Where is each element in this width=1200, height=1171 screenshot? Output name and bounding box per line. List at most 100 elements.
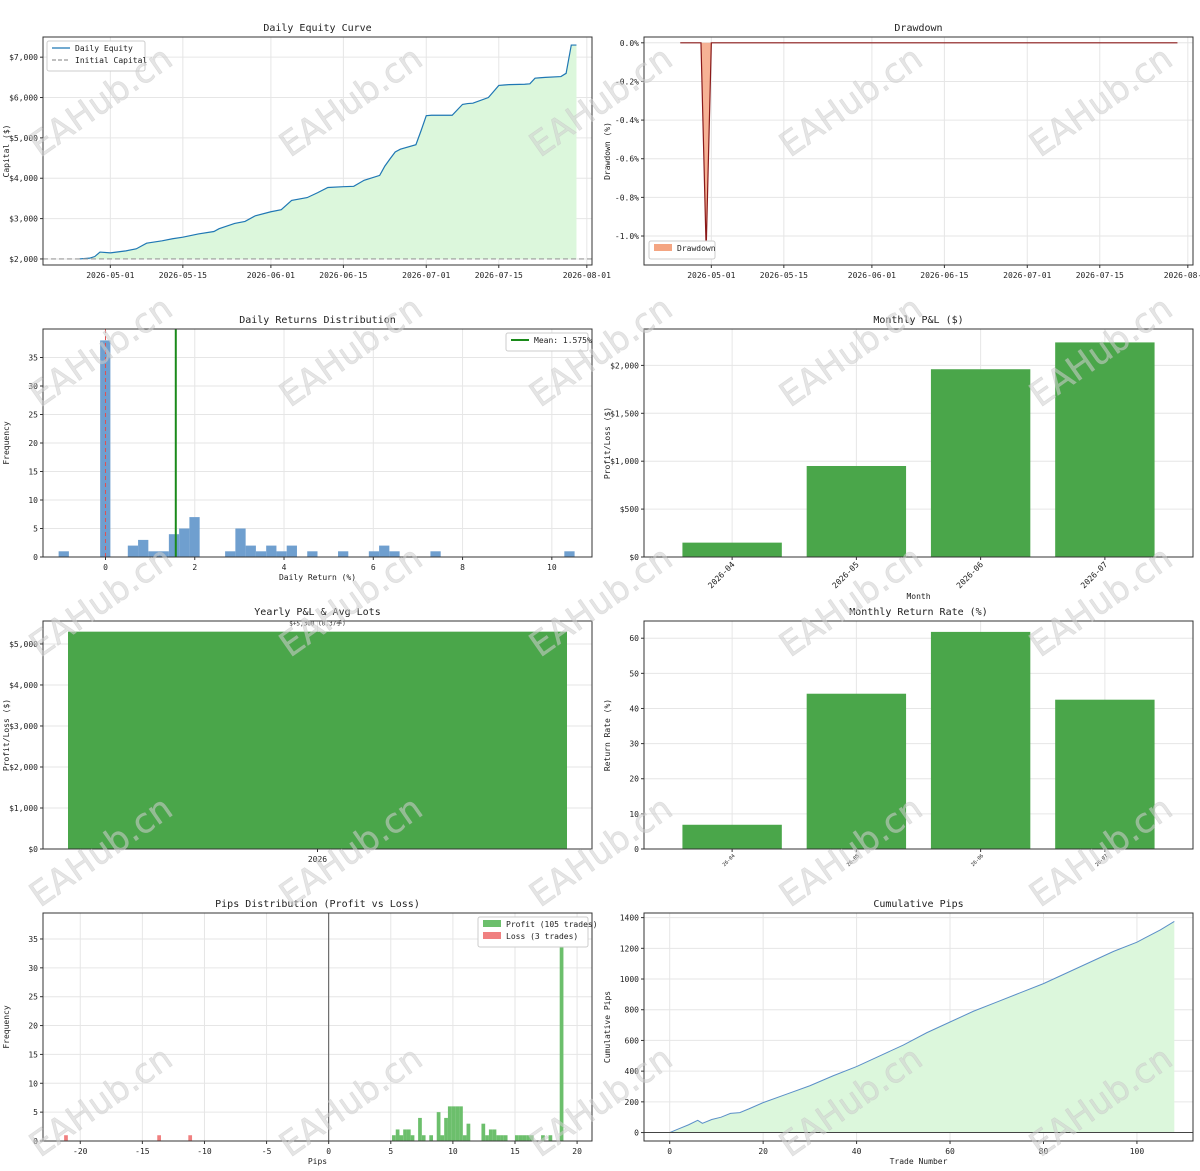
equity-legend: Daily Equity Initial Capital	[46, 40, 147, 72]
returns-y-tick-label: 35	[28, 354, 38, 363]
monthly_pnl-y-tick-label: $0	[629, 553, 639, 562]
pips-profit-bar	[522, 1135, 527, 1141]
cum_pips-x-tick-label: 80	[1039, 1147, 1049, 1156]
returns-legend-label: Mean: 1.575%	[534, 336, 592, 345]
pips-legend-swatch	[483, 920, 501, 927]
monthly_pnl-y-axis-label: Profit/Loss ($)	[603, 407, 612, 479]
pips-profit-bar	[403, 1129, 407, 1141]
pips-profit-bar	[395, 1129, 400, 1141]
pips-legend-label: Loss (3 trades)	[506, 932, 578, 941]
watermark-text: EAHub.cn	[772, 38, 930, 165]
pips-profit-bar	[392, 1135, 396, 1141]
returns-x-tick-label: 4	[282, 563, 287, 572]
monthly_pnl-bar	[806, 465, 907, 557]
pips-profit-bar	[526, 1135, 530, 1141]
pips-profit-bar	[451, 1106, 456, 1141]
returns-histogram-bar	[276, 551, 287, 557]
monthly_rate-bar	[930, 631, 1031, 849]
drawdown-area-fill	[680, 42, 1178, 250]
returns-histogram-bar	[564, 551, 575, 557]
drawdown-chart: Drawdown Drawdown (%) 0.0% -0.2% -0.4% -0.6% -…	[603, 23, 1200, 280]
returns-legend: Mean: 1.575%	[505, 332, 592, 352]
returns-histogram-bar	[379, 545, 390, 557]
equity-legend-label: Initial Capital	[75, 56, 147, 65]
drawdown-x-tick-label: 2026-06-01	[848, 271, 896, 280]
yearly_pnl-y-tick-label: $5,000	[9, 640, 38, 649]
monthly_pnl-y-tick-label: $1,500	[610, 409, 639, 418]
monthly_pnl-y-tick-label: $500	[620, 505, 639, 514]
pips-y-tick-label: 20	[28, 1022, 38, 1031]
returns-histogram-bar	[430, 551, 441, 557]
cum_pips-x-tick-label: 20	[758, 1147, 768, 1156]
yearly_pnl-chart: Yearly P&L & Avg Lots Profit/Loss ($) $0 $1…	[2, 607, 593, 864]
monthly_rate-bar	[1055, 699, 1155, 849]
monthly_rate-y-tick-label: 60	[629, 634, 639, 643]
monthly_pnl-x-axis-label: Month	[906, 592, 930, 601]
yearly_pnl-y-tick-label: $4,000	[9, 681, 38, 690]
pips-profit-bar	[399, 1135, 404, 1141]
pips-profit-bar	[481, 1123, 486, 1141]
drawdown-y-tick-label: 0.0%	[620, 39, 639, 48]
cum_pips-y-tick-label: 1000	[620, 975, 639, 984]
watermark-text: EAHub.cn	[272, 1038, 430, 1165]
drawdown-x-tick-label: 2026-08-01	[1164, 271, 1200, 280]
pips-profit-bar	[529, 1135, 534, 1141]
monthly-pnl-x-tick-label: 2026-04	[706, 560, 736, 590]
monthly_rate-chart: Monthly Return Rate (%) Return Rate (%) 0 1…	[603, 607, 1194, 868]
yearly_pnl-y-tick-label: $3,000	[9, 722, 38, 731]
yearly_pnl-y-tick-label: $1,000	[9, 804, 38, 813]
pips-profit-bar	[459, 1106, 463, 1141]
pips-loss-bar	[64, 1135, 68, 1141]
returns-histogram-bar	[58, 551, 69, 557]
watermark-text: EAHub.cn	[1022, 38, 1180, 165]
pips-profit-bar	[488, 1129, 493, 1141]
returns-histogram-bar	[158, 551, 169, 557]
pips-x-tick-label: 5	[388, 1147, 393, 1156]
cum_pips-y-tick-label: 1400	[620, 914, 639, 923]
equity-x-tick-label: 2026-07-15	[475, 271, 523, 280]
monthly_pnl-y-tick-label: $1,000	[610, 457, 639, 466]
pips-profit-bar	[485, 1135, 489, 1141]
returns-title: Daily Returns Distribution	[239, 315, 396, 326]
monthly_rate-title: Monthly Return Rate (%)	[849, 607, 987, 618]
cum_pips-y-tick-label: 200	[625, 1098, 640, 1107]
pips-y-tick-label: 35	[28, 935, 38, 944]
cum_pips-y-axis-label: Cumulative Pips	[603, 991, 612, 1063]
pips-profit-bar	[541, 1135, 545, 1141]
cum_pips-x-tick-label: 100	[1130, 1147, 1145, 1156]
returns-y-tick-label: 5	[33, 525, 38, 534]
monthly_rate-y-axis-label: Return Rate (%)	[603, 699, 612, 771]
pips-profit-bar	[496, 1135, 501, 1141]
pips-legend: Profit (105 trades) Loss (3 trades)	[477, 916, 598, 948]
equity-y-tick-label: $3,000	[9, 215, 38, 224]
watermark-text: EAHub.cn	[522, 288, 680, 415]
equity-series-line	[79, 44, 577, 260]
returns-y-tick-label: 20	[28, 439, 38, 448]
cum_pips-y-tick-label: 400	[625, 1067, 640, 1076]
pips-profit-bar	[406, 1129, 411, 1141]
equity-y-tick-label: $5,000	[9, 134, 38, 143]
monthly_rate-y-tick-label: 20	[629, 775, 639, 784]
yearly_pnl-y-axis-label: Profit/Loss ($)	[2, 699, 11, 771]
drawdown-series-line	[680, 42, 1178, 250]
pips-profit-bar	[440, 1135, 445, 1141]
monthly_pnl-bar	[930, 369, 1031, 557]
equity-y-tick-label: $7,000	[9, 53, 38, 62]
drawdown-x-tick-label: 2026-07-01	[1003, 271, 1051, 280]
equity-x-tick-label: 2026-05-01	[86, 271, 134, 280]
pips-chart: Pips Distribution (Profit vs Loss) Freque…	[2, 899, 598, 1166]
returns-y-tick-label: 25	[28, 411, 38, 420]
monthly_pnl-plot-frame	[643, 328, 1194, 558]
pips-x-tick-label: 0	[326, 1147, 331, 1156]
returns-histogram-bar	[189, 517, 200, 557]
drawdown-x-tick-label: 2026-05-15	[760, 271, 808, 280]
returns-histogram-bar	[389, 551, 400, 557]
drawdown-x-tick-label: 2026-05-01	[687, 271, 735, 280]
pips-x-tick-label: -20	[73, 1147, 88, 1156]
returns-histogram-bar	[266, 545, 277, 557]
yearly_pnl-y-tick-label: $2,000	[9, 763, 38, 772]
pips-legend-swatch	[483, 932, 501, 939]
yearly_pnl-bar	[68, 631, 567, 849]
yearly_pnl-title: Yearly P&L & Avg Lots	[254, 607, 380, 618]
